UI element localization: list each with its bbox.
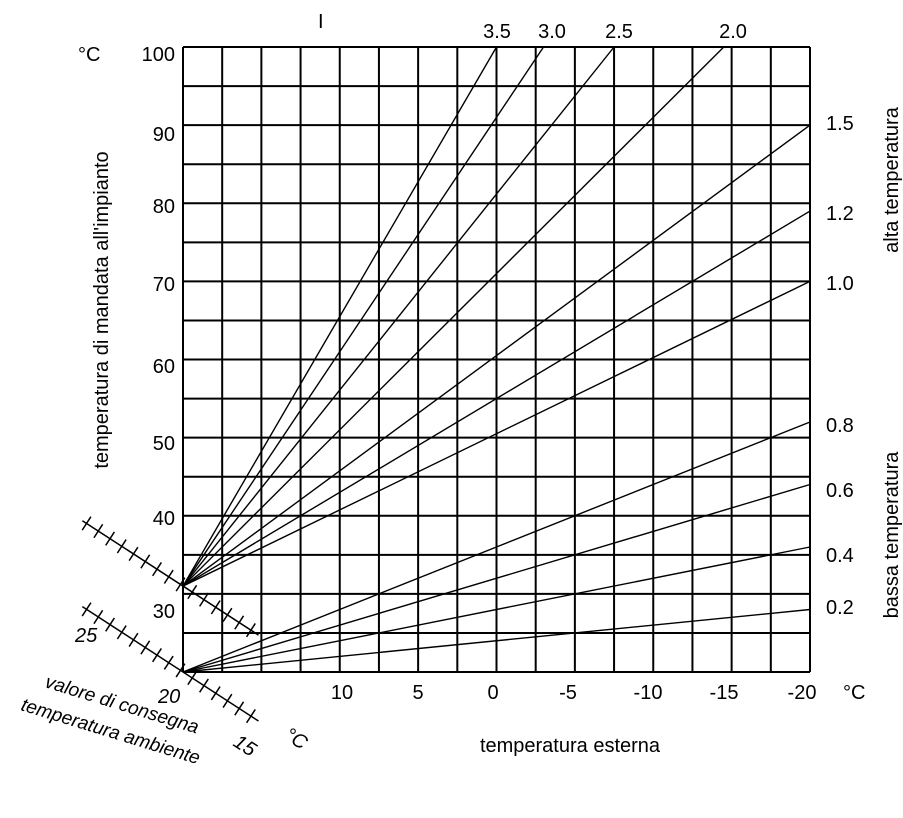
curve-right-label: 1.2 [826, 203, 854, 225]
low-temperature-label: bassa temperatura [881, 451, 903, 619]
curve-right-label: 0.6 [826, 480, 854, 502]
setpoint-scale-tick [187, 584, 198, 600]
heating-curve-0.6 [182, 483, 811, 673]
setpoint-scale-line [81, 520, 259, 636]
y-tick-label: 100 [142, 44, 175, 66]
setpoint-scale-tick [152, 562, 162, 577]
x-axis-title: temperatura esterna [480, 735, 661, 757]
setpoint-scale-tick [222, 693, 233, 708]
heating-curve-2.5 [182, 46, 615, 587]
setpoint-scale-tick [210, 600, 221, 615]
y-tick-label: 80 [153, 196, 175, 218]
x-tick-label: -20 [788, 682, 817, 704]
setpoint-scale-tick [93, 609, 104, 625]
setpoint-scale-tick [222, 607, 233, 623]
setpoint-scale-tick [93, 523, 104, 539]
setpoint-scale-tick [245, 708, 256, 724]
setpoint-scale-tick [81, 516, 92, 531]
setpoint-scale-tick [198, 678, 209, 693]
x-tick-label: 10 [331, 682, 353, 704]
setpoint-scale-tick [140, 554, 151, 569]
heating-curve-0.8 [182, 421, 811, 673]
setpoint-unit: °C [280, 724, 311, 755]
setpoint-scale-tick [116, 539, 127, 554]
heating-curve-1.5 [182, 124, 811, 587]
setpoint-scale-tick [105, 617, 116, 632]
setpoint-scale-tick [128, 632, 139, 647]
setpoint-tick-label: 15 [229, 731, 260, 762]
setpoint-scale-tick [163, 569, 174, 584]
curve-top-label: 2.0 [719, 21, 747, 43]
setpoint-scale-tick [187, 670, 198, 686]
curve-top-label: 3.0 [538, 21, 566, 43]
y-tick-label: 70 [153, 274, 175, 296]
heating-curve-1.0 [182, 280, 811, 587]
curve-right-label: 0.8 [826, 415, 854, 437]
marker-I-label: I [318, 11, 324, 33]
heating-curve-3.0 [182, 46, 545, 587]
setpoint-scale-tick [198, 592, 209, 607]
x-tick-label: 5 [412, 682, 423, 704]
setpoint-scale-tick [128, 546, 139, 562]
curve-right-label: 0.4 [826, 545, 854, 567]
y-tick-label: 50 [153, 433, 175, 455]
setpoint-scale-tick [140, 640, 151, 655]
y-axis-title: temperatura di mandata all'impianto [91, 151, 113, 468]
setpoint-tick-label: 20 [157, 686, 180, 708]
x-tick-label: 0 [487, 682, 498, 704]
x-tick-label: -15 [710, 682, 739, 704]
curve-right-label: 1.5 [826, 113, 854, 135]
high-temperature-label: alta temperatura [881, 106, 903, 253]
heating-curve-0.4 [182, 546, 811, 673]
heating-curves [182, 46, 811, 673]
x-tick-label: -5 [559, 682, 577, 704]
setpoint-scale-tick [175, 663, 186, 678]
heating-curve-1.2 [182, 210, 811, 587]
heating-curve-0.2 [182, 608, 811, 673]
x-axis-unit: °C [843, 682, 865, 704]
x-tick-label: -10 [634, 682, 663, 704]
curve-top-label: 2.5 [605, 21, 633, 43]
setpoint-tick-label: 25 [74, 625, 98, 647]
setpoint-scale-tick [163, 655, 174, 670]
setpoint-scale-tick [234, 701, 245, 716]
setpoint-scale-tick [152, 647, 162, 663]
heating-curve-3.5 [182, 46, 498, 587]
y-tick-label: 30 [153, 601, 175, 623]
setpoint-scale-tick [116, 625, 127, 640]
setpoint-scale-tick [245, 623, 256, 638]
y-tick-label: 90 [153, 124, 175, 146]
setpoint-scale-line [81, 606, 259, 722]
curve-right-label: 1.0 [826, 273, 854, 295]
curve-right-label: 0.2 [826, 597, 854, 619]
y-tick-label: 60 [153, 356, 175, 378]
setpoint-scale-tick [210, 686, 221, 701]
setpoint-scale-tick [175, 577, 186, 592]
curve-top-label: 3.5 [483, 21, 511, 43]
setpoint-scale-tick [81, 602, 92, 617]
setpoint-scale-tick [234, 615, 245, 630]
setpoint-scale-tick [105, 531, 116, 546]
heating-curve-2.0 [182, 46, 725, 587]
setpoint-scales [81, 516, 259, 724]
y-axis-unit: °C [78, 44, 100, 66]
y-tick-label: 40 [153, 508, 175, 530]
